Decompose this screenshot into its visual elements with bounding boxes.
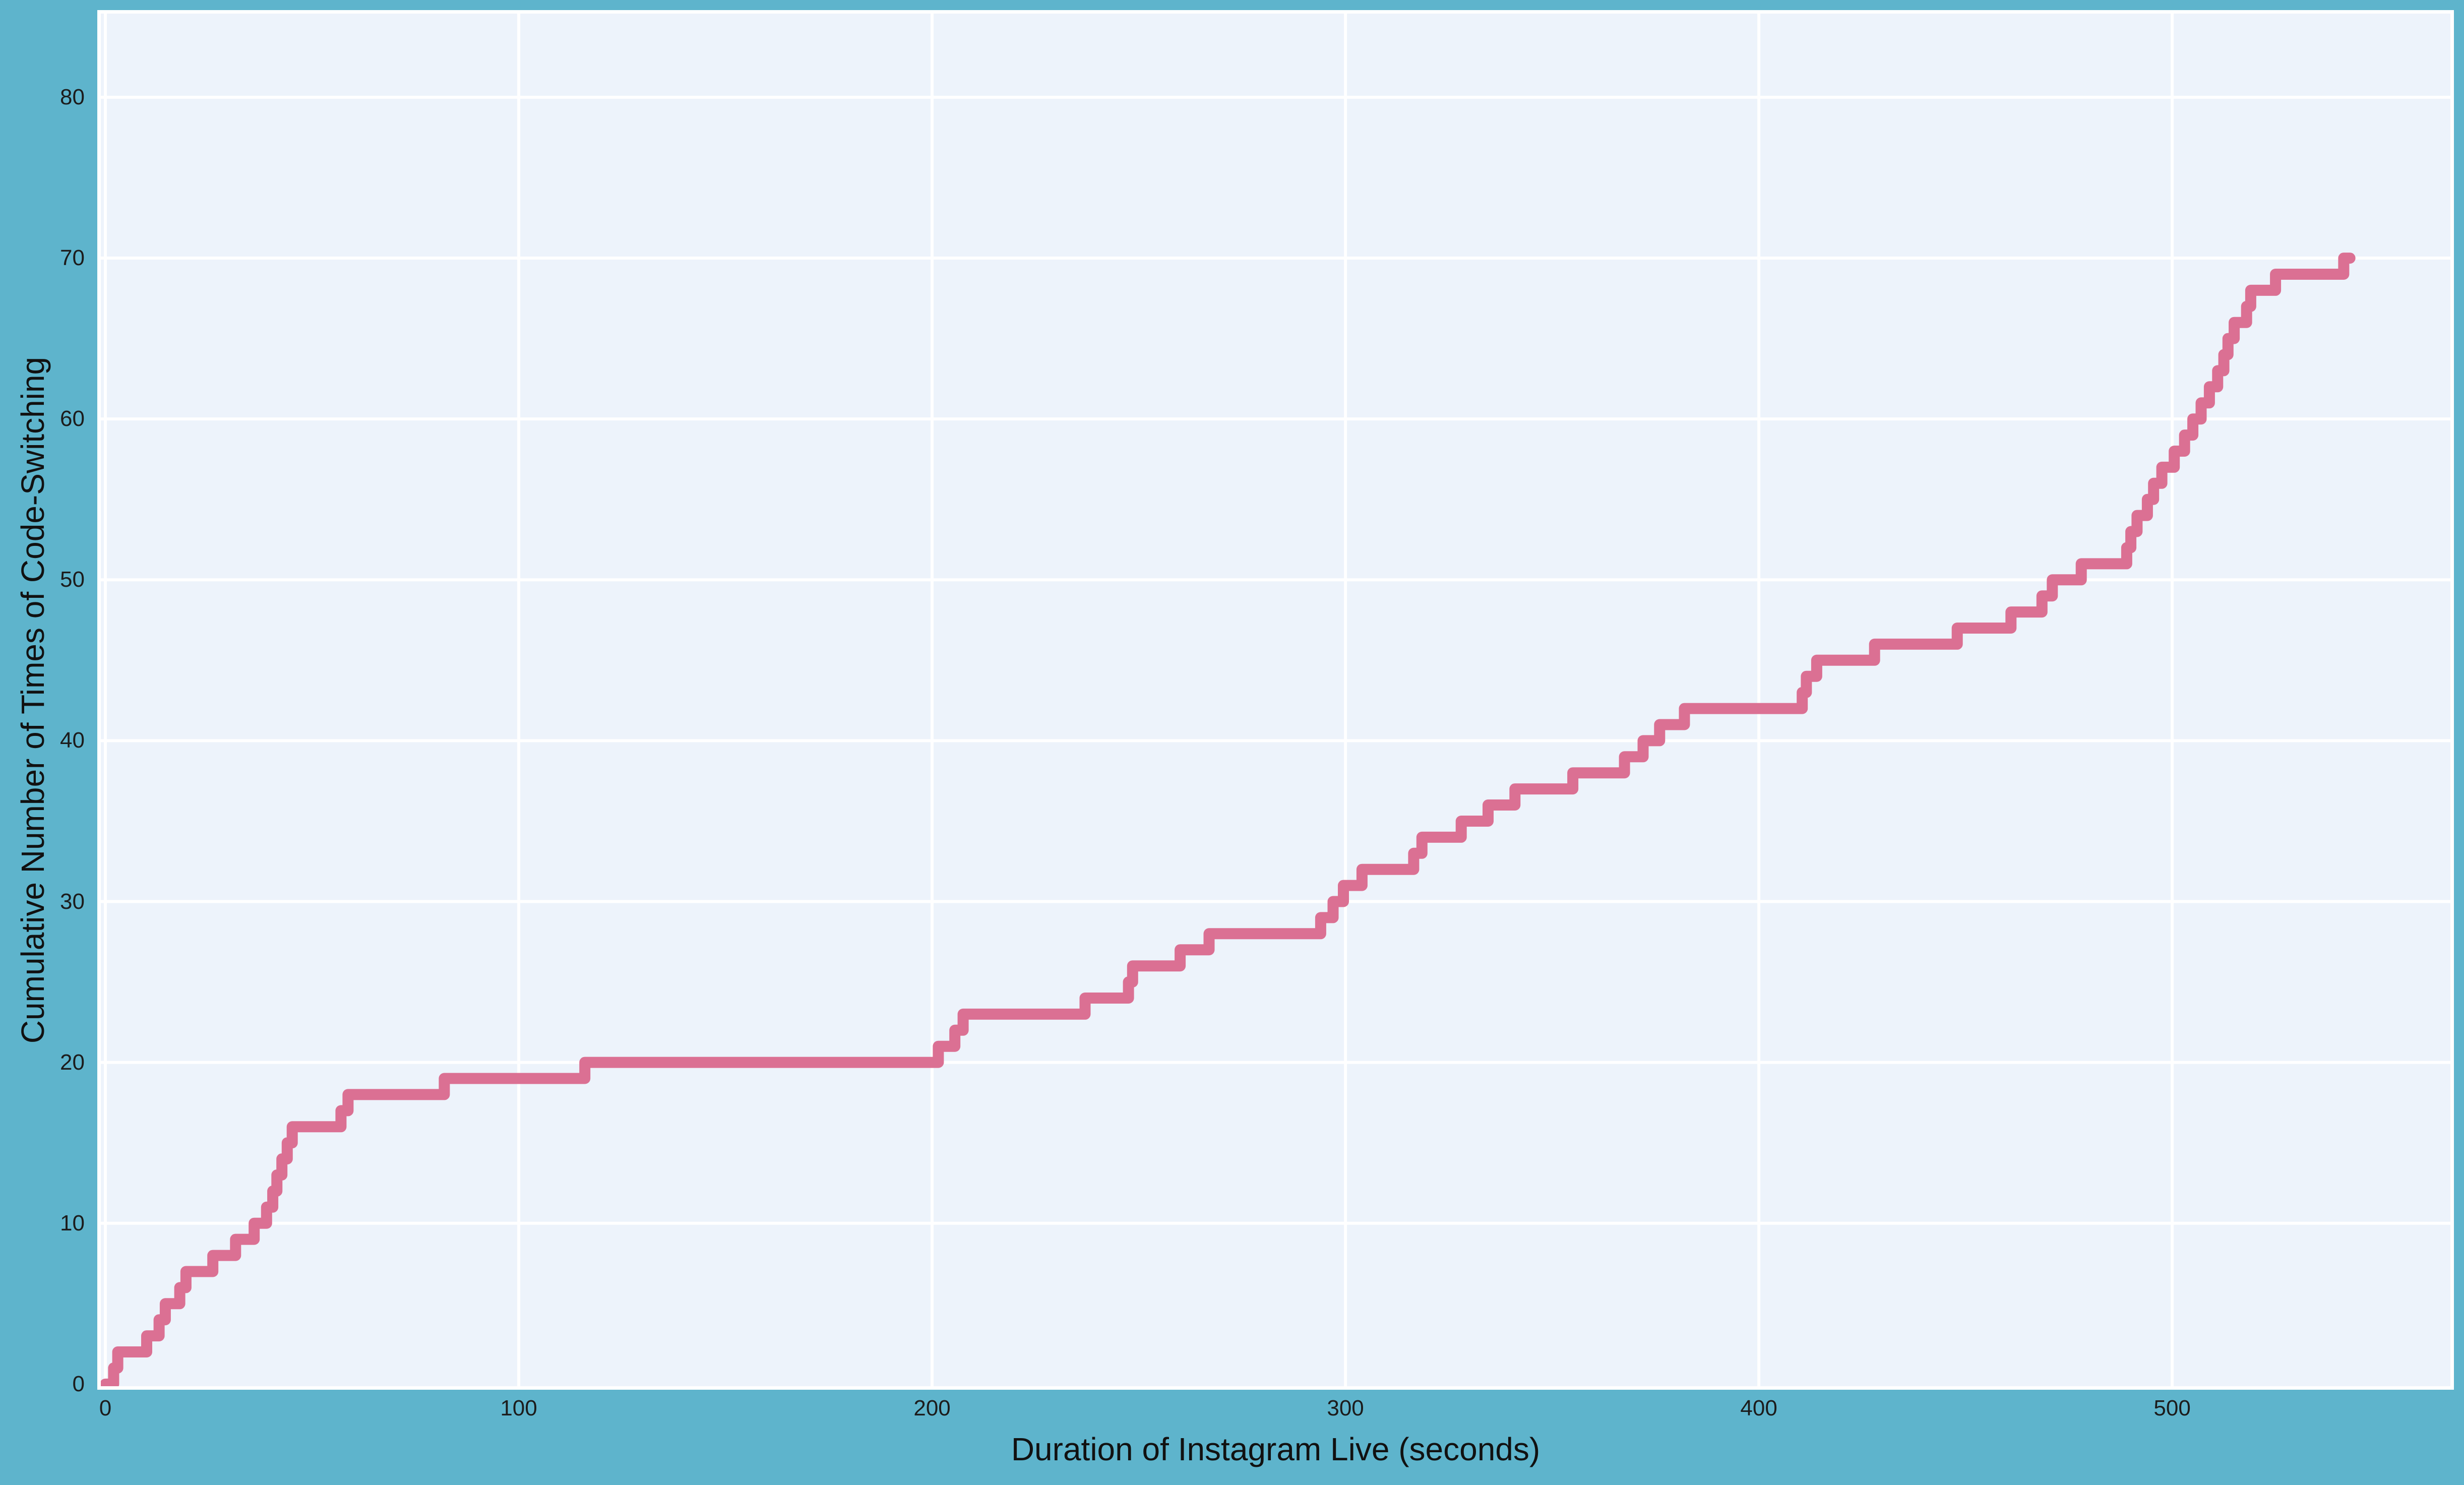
x-tick-label-200: 200 <box>913 1396 951 1420</box>
x-tick-label-0: 0 <box>99 1396 112 1420</box>
plot-area <box>97 10 2454 1390</box>
y-tick-label-70: 70 <box>60 245 85 271</box>
y-tick-label-30: 30 <box>60 889 85 914</box>
y-tick-label-10: 10 <box>60 1210 85 1235</box>
x-tick-label-100: 100 <box>500 1396 537 1420</box>
x-tick-label-400: 400 <box>1740 1396 1777 1420</box>
y-tick-label-60: 60 <box>60 406 85 431</box>
y-tick-label-80: 80 <box>60 84 85 109</box>
y-tick-label-20: 20 <box>60 1049 85 1075</box>
y-axis-title: Cumulative Number of Times of Code-Switc… <box>15 356 51 1043</box>
x-tick-label-300: 300 <box>1327 1396 1364 1420</box>
y-tick-label-50: 50 <box>60 567 85 592</box>
x-tick-label-500: 500 <box>2153 1396 2191 1420</box>
y-tick-label-40: 40 <box>60 728 85 753</box>
cumulative-step-line <box>101 253 2356 1386</box>
y-tick-label-0: 0 <box>72 1371 85 1396</box>
x-axis-title: Duration of Instagram Live (seconds) <box>1011 1431 1541 1467</box>
step-chart-svg <box>101 14 2450 1386</box>
